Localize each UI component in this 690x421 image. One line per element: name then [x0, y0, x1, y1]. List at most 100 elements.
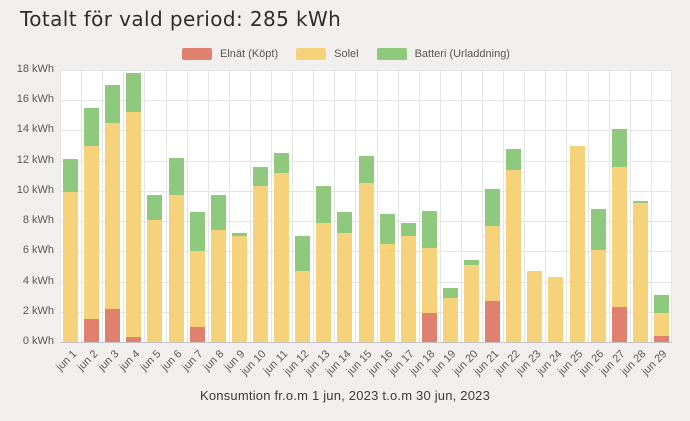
gridline-vertical — [228, 70, 230, 342]
x-axis-labels: jun 1 jun 2 jun 3 jun 4 jun 5 jun 6 jun 7 jun 8… — [54, 346, 672, 386]
bar-segment[interactable] — [358, 156, 374, 184]
bar-segment[interactable] — [168, 195, 184, 342]
bar-segment[interactable] — [379, 243, 395, 342]
bar-segment[interactable] — [485, 225, 501, 302]
bar-segment[interactable] — [126, 337, 142, 342]
bar-segment[interactable] — [189, 212, 205, 252]
bar-segment[interactable] — [506, 148, 522, 170]
gridline-horizontal — [60, 70, 672, 71]
bar-segment[interactable] — [485, 301, 501, 342]
gridline-vertical — [418, 70, 420, 342]
bar-segment[interactable] — [337, 212, 353, 234]
legend-item-solel[interactable]: Solel — [296, 48, 359, 60]
bar-segment[interactable] — [421, 210, 437, 249]
bar-segment[interactable] — [105, 85, 121, 123]
bar-segment[interactable] — [126, 112, 142, 338]
bar-segment[interactable] — [316, 186, 332, 223]
page-title: Totalt för vald period: 285 kWh — [20, 7, 342, 31]
legend-swatch — [296, 48, 327, 60]
bar-segment[interactable] — [569, 145, 585, 342]
bar-segment[interactable] — [316, 222, 332, 342]
bar-segment[interactable] — [337, 233, 353, 342]
y-tick-label: 16 kWh — [16, 93, 54, 106]
y-tick-label: 12 kWh — [16, 153, 54, 166]
bar-segment[interactable] — [527, 270, 543, 342]
bar-segment[interactable] — [400, 222, 416, 237]
bar-segment[interactable] — [464, 264, 480, 342]
bar-segment[interactable] — [84, 107, 100, 146]
bar-segment[interactable] — [400, 236, 416, 342]
bar-segment[interactable] — [611, 307, 627, 342]
y-tick-label: 4 kWh — [22, 274, 54, 287]
gridline-vertical — [587, 70, 589, 342]
bar-segment[interactable] — [63, 159, 79, 193]
bar-segment[interactable] — [189, 326, 205, 342]
gridline-vertical — [60, 70, 61, 342]
bar-segment[interactable] — [168, 157, 184, 196]
gridline-vertical — [439, 70, 441, 342]
bar-segment[interactable] — [252, 186, 268, 342]
gridline-vertical — [566, 70, 568, 342]
legend-label-elnat: Elnät (Köpt) — [220, 48, 279, 60]
gridline-vertical — [186, 70, 188, 342]
gridline-vertical — [503, 70, 505, 342]
bar-segment[interactable] — [464, 260, 480, 265]
bar-segment[interactable] — [231, 236, 247, 342]
legend-swatch — [182, 48, 213, 60]
gridline-vertical — [671, 70, 672, 342]
bar-segment[interactable] — [611, 166, 627, 308]
y-tick-label: 10 kWh — [16, 183, 54, 196]
bar-segment[interactable] — [548, 277, 564, 342]
bar-segment[interactable] — [358, 183, 374, 342]
bar-segment[interactable] — [442, 298, 458, 342]
bar-segment[interactable] — [653, 295, 669, 314]
gridline-vertical — [81, 70, 83, 342]
bar-segment[interactable] — [210, 230, 226, 342]
bar-segment[interactable] — [105, 308, 121, 342]
bar-segment[interactable] — [442, 287, 458, 299]
chart-legend: Elnät (Köpt) Solel Batteri (Urladdning) — [40, 48, 652, 60]
chart-caption: Konsumtion fr.o.m 1 jun, 2023 t.o.m 30 j… — [200, 388, 490, 403]
y-tick-label: 0 kWh — [22, 335, 54, 347]
gridline-vertical — [650, 70, 652, 342]
bar-segment[interactable] — [590, 249, 606, 342]
legend-item-batteri[interactable]: Batteri (Urladdning) — [376, 48, 510, 60]
gridline-vertical — [629, 70, 631, 342]
legend-item-elnat[interactable]: Elnät (Köpt) — [182, 48, 278, 60]
bar-segment[interactable] — [63, 192, 79, 342]
gridline-vertical — [292, 70, 294, 342]
bar-segment[interactable] — [653, 335, 669, 342]
gridline-vertical — [608, 70, 610, 342]
bar-segment[interactable] — [147, 195, 163, 220]
gridline-vertical — [207, 70, 209, 342]
bar-segment[interactable] — [189, 251, 205, 327]
legend-label-solel: Solel — [334, 48, 359, 60]
gridline-vertical — [482, 70, 484, 342]
gridline-vertical — [144, 70, 146, 342]
bar-segment[interactable] — [295, 270, 311, 342]
bar-segment[interactable] — [590, 209, 606, 250]
bar-segment[interactable] — [379, 213, 395, 244]
bar-segment[interactable] — [274, 153, 290, 173]
gridline-vertical — [313, 70, 315, 342]
bar-segment[interactable] — [210, 195, 226, 231]
bar-segment[interactable] — [147, 219, 163, 342]
bar-segment[interactable] — [126, 73, 142, 113]
bar-segment[interactable] — [84, 319, 100, 342]
bar-segment[interactable] — [632, 202, 648, 342]
bar-segment[interactable] — [105, 122, 121, 309]
y-tick-label: 8 kWh — [22, 214, 54, 227]
bar-segment[interactable] — [653, 313, 669, 336]
gridline-vertical — [397, 70, 399, 342]
bar-segment[interactable] — [252, 166, 268, 187]
bar-segment[interactable] — [231, 233, 247, 237]
bar-segment[interactable] — [274, 172, 290, 342]
bar-segment[interactable] — [485, 189, 501, 226]
bar-segment[interactable] — [632, 201, 648, 203]
bar-segment[interactable] — [421, 248, 437, 314]
bar-segment[interactable] — [611, 128, 627, 167]
bar-segment[interactable] — [295, 236, 311, 271]
bar-segment[interactable] — [84, 145, 100, 320]
bar-segment[interactable] — [506, 169, 522, 342]
bar-segment[interactable] — [421, 313, 437, 342]
